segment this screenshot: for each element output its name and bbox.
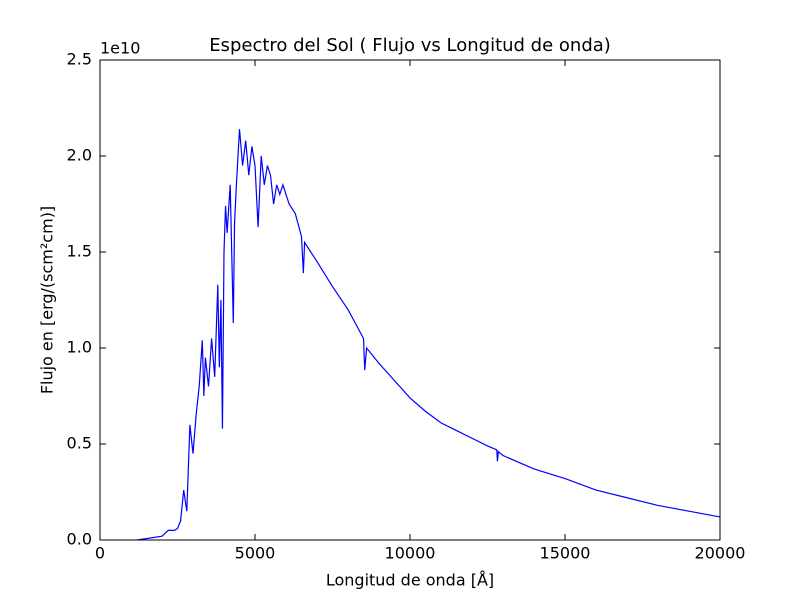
chart-title: Espectro del Sol ( Flujo vs Longitud de … (209, 35, 611, 56)
y-tick-label: 2.5 (67, 50, 92, 69)
x-tick-label: 10000 (385, 544, 436, 563)
y-tick-label: 1.0 (67, 338, 92, 357)
x-tick-label: 20000 (695, 544, 746, 563)
x-tick-label: 15000 (540, 544, 591, 563)
x-tick-label: 5000 (235, 544, 276, 563)
plot-frame (99, 59, 721, 541)
y-axis-label: Flujo en [erg/(scm²cm)] (38, 206, 57, 394)
y-offset-label: 1e10 (100, 39, 140, 58)
data-line (137, 129, 721, 541)
x-tick-label: 0 (95, 544, 105, 563)
y-tick-label: 0.0 (67, 530, 92, 549)
y-tick-label: 1.5 (67, 242, 92, 261)
y-tick-label: 2.0 (67, 146, 92, 165)
x-axis-label: Longitud de onda [Å] (326, 571, 494, 590)
y-tick-label: 0.5 (67, 434, 92, 453)
